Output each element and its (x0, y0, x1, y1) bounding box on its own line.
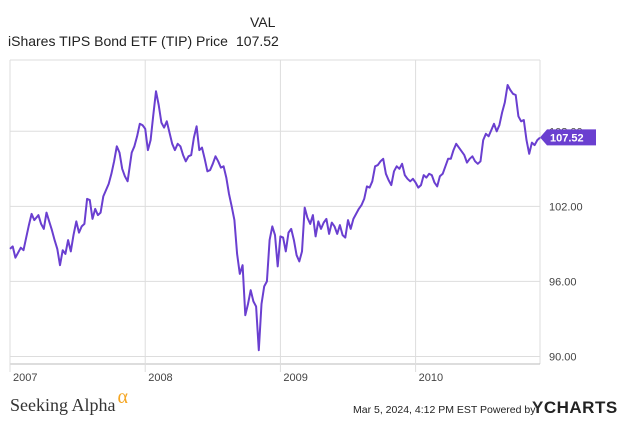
y-tick-label: 96.00 (549, 276, 577, 288)
last-value-label: 107.52 (550, 132, 584, 144)
series-line (9, 84, 541, 352)
y-tick-label: 102.00 (549, 201, 583, 213)
legend-series-name: iShares TIPS Bond ETF (TIP) Price (8, 33, 228, 49)
ycharts-text: CHARTS (543, 398, 618, 417)
alpha-icon: α (117, 386, 128, 408)
grid-lines (9, 59, 541, 372)
x-tick-label: 2008 (148, 372, 172, 384)
last-value-marker: 107.52 (540, 129, 596, 146)
x-tick-label: 2009 (283, 372, 307, 384)
x-tick-label: 2010 (419, 372, 443, 384)
ycharts-logo: YCHARTS (532, 398, 618, 418)
x-tick-label: 2007 (13, 372, 37, 384)
ycharts-y-icon: Y (532, 398, 544, 417)
y-tick-label: 90.00 (549, 351, 577, 363)
last-value-badge (540, 129, 596, 146)
timestamp-note: Mar 5, 2024, 4:12 PM EST Powered by (353, 404, 536, 416)
legend-value-header: VAL (250, 14, 276, 30)
x-axis-ticks: 2007 2008 2009 2010 (13, 372, 443, 384)
brand-text: Seeking Alpha (10, 395, 116, 415)
legend-last-value: 107.52 (236, 33, 279, 49)
seeking-alpha-logo: Seeking Alpha α (10, 386, 128, 417)
